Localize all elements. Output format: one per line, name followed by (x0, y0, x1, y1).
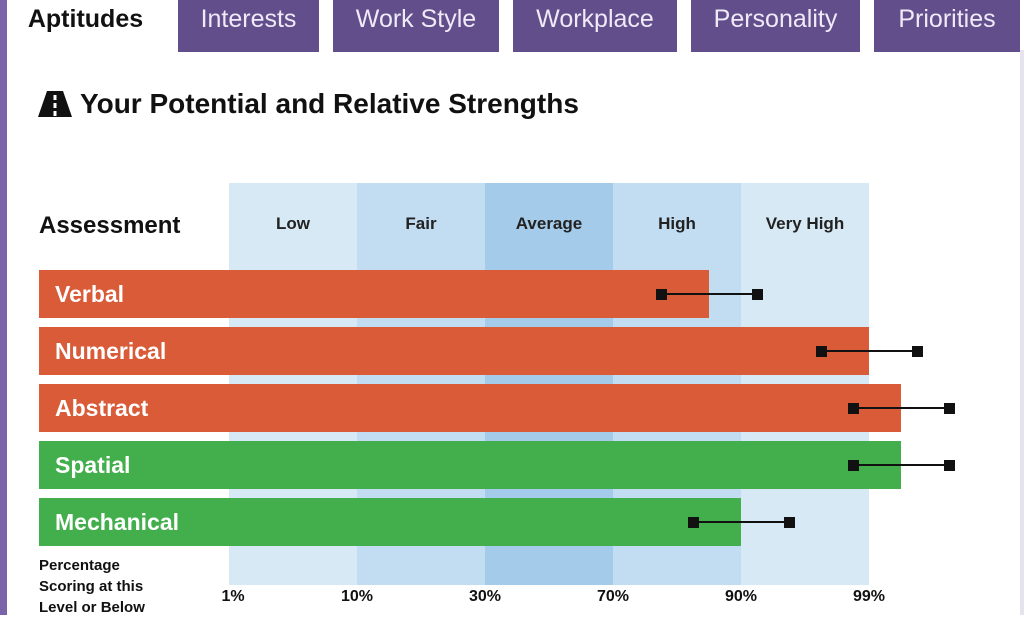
range-high-marker (783, 516, 795, 528)
x-tick-label: 99% (852, 588, 886, 605)
tab-bar: Aptitudes Interests Work Style Workplace… (0, 0, 1024, 52)
road-icon (38, 91, 72, 117)
right-rail (1020, 50, 1024, 615)
tab-aptitudes[interactable]: Aptitudes (7, 0, 164, 52)
range-low-marker (847, 459, 859, 471)
range-low-marker (847, 402, 859, 414)
range-high-marker (911, 345, 923, 357)
bar-mechanical: Mechanical (39, 498, 741, 546)
range-line (821, 350, 917, 352)
x-tick-label: 30% (468, 588, 502, 605)
band-label: Very High (765, 214, 845, 233)
range-high-marker (943, 402, 955, 414)
range-low-marker (687, 516, 699, 528)
range-high-marker (751, 288, 763, 300)
band-label: Low (276, 214, 310, 233)
tab-personality[interactable]: Personality (691, 0, 860, 52)
tab-workplace[interactable]: Workplace (513, 0, 677, 52)
bar-numerical: Numerical (39, 327, 869, 375)
x-axis-label: Percentage Scoring at this Level or Belo… (39, 557, 145, 616)
band-label: Fair (405, 214, 437, 233)
range-line (853, 407, 949, 409)
range-low-marker (815, 345, 827, 357)
range-high-marker (943, 459, 955, 471)
tab-interests[interactable]: Interests (178, 0, 319, 52)
section-title: Your Potential and Relative Strengths (38, 84, 579, 124)
bar-abstract: Abstract (39, 384, 901, 432)
x-tick-label: 10% (340, 588, 374, 605)
page-title: Your Potential and Relative Strengths (80, 88, 579, 119)
left-rail (0, 0, 7, 615)
assessment-heading: Assessment (39, 212, 181, 239)
range-line (693, 521, 789, 523)
range-line (661, 293, 757, 295)
band-label: Average (515, 214, 583, 233)
tab-work-style[interactable]: Work Style (333, 0, 499, 52)
range-line (853, 464, 949, 466)
bar-spatial: Spatial (39, 441, 901, 489)
range-low-marker (655, 288, 667, 300)
bar-verbal: Verbal (39, 270, 709, 318)
tab-priorities[interactable]: Priorities (874, 0, 1020, 52)
band-label: High (658, 214, 696, 233)
x-tick-label: 1% (221, 588, 245, 605)
x-tick-label: 70% (596, 588, 630, 605)
x-tick-label: 90% (724, 588, 758, 605)
